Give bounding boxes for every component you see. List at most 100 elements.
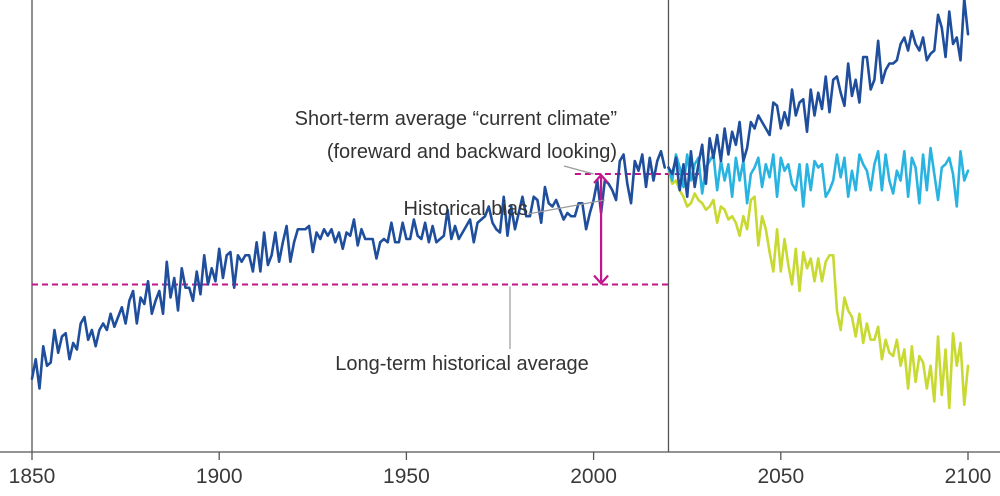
point-historical-1981 <box>521 195 524 198</box>
point-scenario_high-2085 <box>910 30 913 32</box>
point-historical-1985 <box>536 199 539 201</box>
point-scenario_low-2078 <box>884 338 887 341</box>
point-scenario_mid-2036 <box>727 163 730 166</box>
point-historical-1930 <box>330 228 333 231</box>
point-scenario_mid-2027 <box>693 163 696 166</box>
point-historical-1905 <box>237 254 239 257</box>
point-historical-1947 <box>394 241 397 244</box>
point-scenario_low-2030 <box>705 208 707 211</box>
point-scenario_low-2065 <box>836 309 838 312</box>
point-scenario_low-2075 <box>873 338 876 341</box>
point-scenario_low-2055 <box>798 290 801 292</box>
point-historical-1939 <box>364 238 367 240</box>
point-scenario_low-2050 <box>779 270 782 273</box>
point-historical-1923 <box>304 228 307 231</box>
point-historical-1973 <box>491 221 494 224</box>
point-scenario_high-2037 <box>731 130 734 133</box>
point-scenario_high-2063 <box>828 111 831 114</box>
point-historical-1998 <box>585 228 588 231</box>
point-scenario_mid-2062 <box>824 195 827 198</box>
point-scenario_low-2088 <box>922 361 924 364</box>
point-historical-1917 <box>281 241 284 244</box>
point-historical-1993 <box>566 212 569 214</box>
point-scenario_low-2045 <box>761 215 763 218</box>
point-scenario_mid-2079 <box>888 179 891 182</box>
point-scenario_mid-2085 <box>910 156 913 159</box>
point-scenario_high-2045 <box>761 121 763 123</box>
point-scenario_high-2033 <box>716 134 719 136</box>
point-scenario_high-2071 <box>858 101 861 104</box>
point-scenario_mid-2094 <box>944 163 947 166</box>
point-scenario_high-2056 <box>802 98 805 101</box>
x-tick-label-2000: 2000 <box>570 465 617 488</box>
point-scenario_high-2064 <box>832 78 835 81</box>
point-historical-1884 <box>158 290 161 292</box>
point-historical-1968 <box>472 241 475 244</box>
point-scenario_low-2087 <box>918 355 921 357</box>
point-scenario_mid-2037 <box>731 195 734 198</box>
point-historical-1911 <box>259 270 262 273</box>
point-scenario_high-2097 <box>955 36 958 39</box>
point-scenario_mid-2048 <box>772 153 775 156</box>
point-scenario_high-2093 <box>940 26 943 29</box>
point-scenario_high-2023 <box>678 189 681 192</box>
point-historical-1989 <box>551 205 554 208</box>
point-scenario_mid-2055 <box>798 163 801 166</box>
point-historical-1929 <box>326 234 329 237</box>
point-historical-1871 <box>109 312 112 315</box>
point-scenario_mid-2047 <box>768 176 771 179</box>
point-historical-1995 <box>573 215 576 218</box>
point-scenario_mid-2096 <box>952 173 954 175</box>
point-historical-1910 <box>255 241 258 244</box>
point-scenario_mid-2059 <box>813 160 816 162</box>
point-historical-2017 <box>656 160 659 162</box>
point-historical-1857 <box>57 351 60 354</box>
point-scenario_mid-2067 <box>843 156 846 159</box>
point-historical-1951 <box>409 238 412 240</box>
point-historical-1920 <box>293 241 295 244</box>
point-scenario_low-2048 <box>772 270 775 273</box>
point-historical-1897 <box>207 283 209 286</box>
point-scenario_high-2087 <box>918 49 921 52</box>
point-historical-2016 <box>652 179 655 182</box>
point-scenario_low-2058 <box>809 257 812 260</box>
point-historical-1948 <box>398 241 400 244</box>
point-scenario_high-2067 <box>843 104 846 107</box>
point-historical-1912 <box>263 231 266 234</box>
point-historical-2012 <box>637 169 640 172</box>
point-historical-1880 <box>143 303 146 305</box>
point-scenario_mid-2072 <box>862 163 865 166</box>
point-historical-1853 <box>42 345 45 348</box>
point-scenario_low-2081 <box>895 338 898 341</box>
annotation-leaders <box>509 165 605 349</box>
point-scenario_high-2034 <box>720 160 722 162</box>
point-historical-1994 <box>570 215 573 218</box>
point-scenario_high-2048 <box>772 101 775 104</box>
point-historical-1904 <box>233 286 236 289</box>
point-scenario_high-2066 <box>839 91 842 94</box>
point-historical-1913 <box>266 264 269 266</box>
point-historical-1938 <box>360 228 363 231</box>
point-historical-2006 <box>615 199 617 201</box>
point-scenario_high-2027 <box>693 186 696 188</box>
point-scenario_high-2061 <box>821 108 823 110</box>
point-scenario_low-2056 <box>802 251 805 253</box>
point-scenario_high-2100 <box>967 33 969 36</box>
point-scenario_low-2092 <box>937 335 939 338</box>
point-scenario_high-2052 <box>787 124 790 127</box>
point-historical-1858 <box>61 335 63 338</box>
point-scenario_low-2032 <box>712 199 715 201</box>
point-scenario_mid-2092 <box>937 199 939 201</box>
point-scenario_mid-2071 <box>858 153 861 156</box>
point-historical-1898 <box>210 267 213 270</box>
point-scenario_high-2043 <box>753 127 756 130</box>
point-scenario_mid-2077 <box>880 189 883 192</box>
point-historical-1873 <box>117 316 120 318</box>
bias-arrow <box>593 173 609 286</box>
point-historical-1971 <box>484 215 486 218</box>
point-scenario_mid-2078 <box>884 153 887 156</box>
point-scenario_high-2098 <box>959 59 962 62</box>
point-scenario_mid-2045 <box>761 186 763 188</box>
point-scenario_high-2039 <box>738 121 741 123</box>
point-historical-1927 <box>319 238 322 240</box>
